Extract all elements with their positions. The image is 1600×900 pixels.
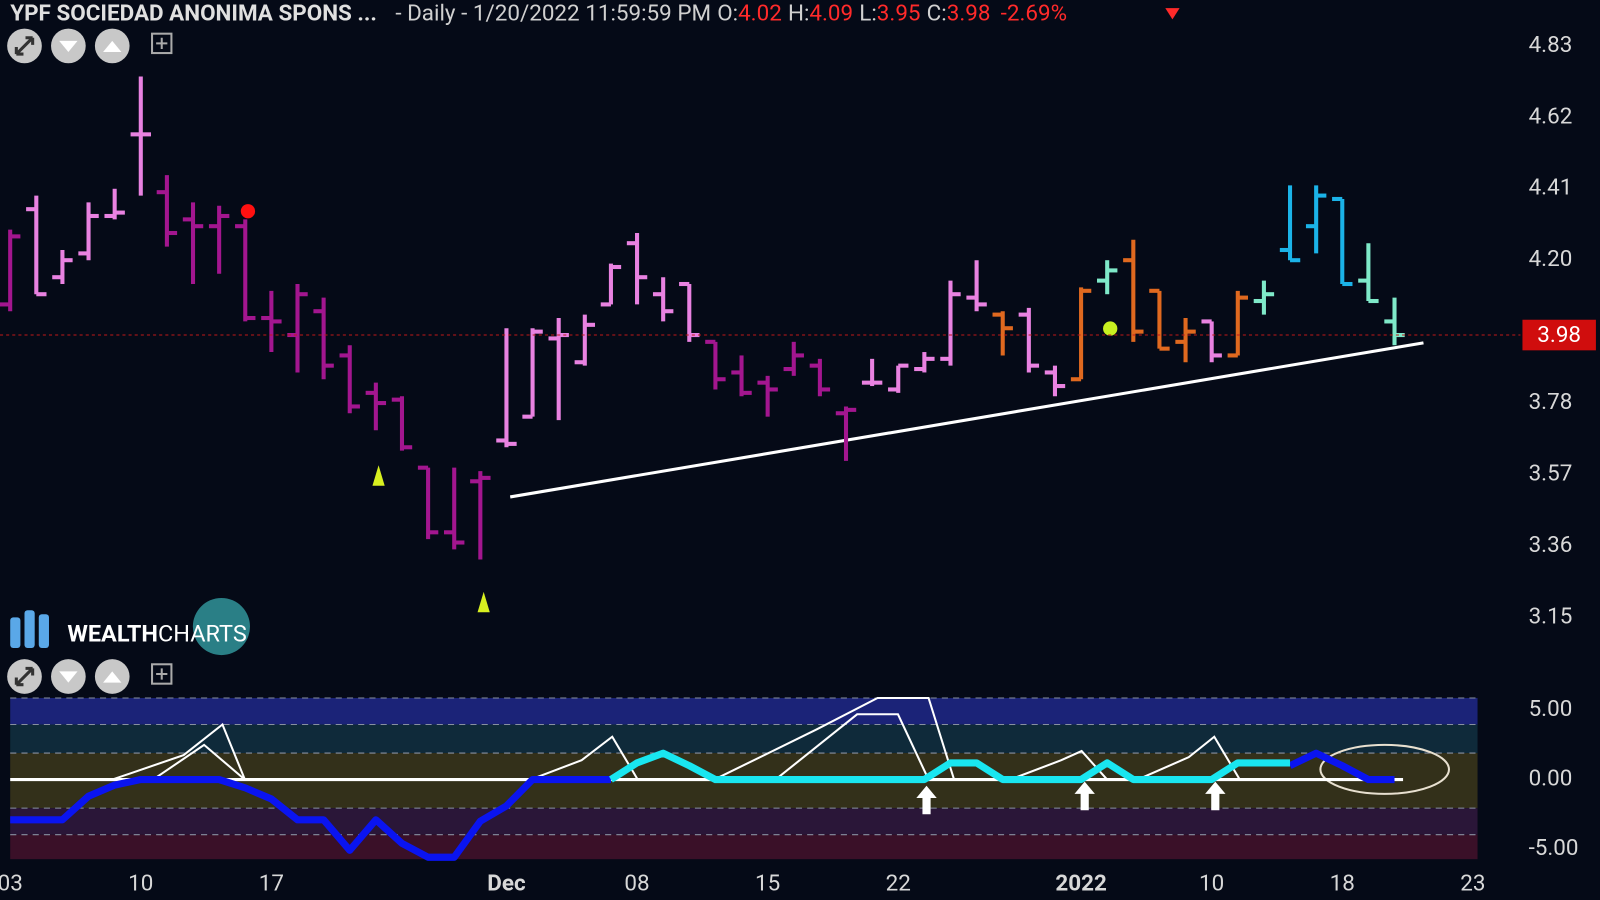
x-tick-label: 10	[128, 871, 153, 897]
header: YPF SOCIEDAD ANONIMA SPONS ... - Daily - …	[10, 0, 1180, 26]
o-value: 4.02	[738, 0, 782, 26]
band	[10, 724, 1478, 754]
c-label: C:	[927, 0, 947, 26]
cloud	[774, 713, 930, 781]
y-tick-label: 3.78	[1529, 389, 1573, 415]
title: YPF SOCIEDAD ANONIMA SPONS ... - Daily - …	[10, 0, 1067, 26]
x-tick-label: Dec	[487, 871, 526, 897]
x-tick-label: 17	[259, 871, 284, 897]
cloud	[152, 743, 246, 781]
up-arrow	[1074, 781, 1095, 811]
y2-tick-label: 0.00	[1529, 765, 1573, 791]
y2-tick-label: -5.00	[1529, 835, 1579, 861]
tool-icon	[59, 671, 78, 683]
tool-icon	[59, 40, 78, 53]
band	[10, 808, 1478, 835]
y-tick-label: 4.83	[1529, 32, 1573, 58]
signal-dot	[1103, 321, 1118, 336]
c-value: 3.98	[947, 0, 991, 26]
x-tick-label: 23	[1460, 871, 1485, 897]
y-tick-label: 4.41	[1529, 175, 1573, 201]
logo-bold: WEALTH	[67, 620, 158, 648]
cloud	[111, 722, 246, 781]
h-value: 4.09	[809, 0, 853, 26]
y-tick-label: 4.62	[1529, 103, 1573, 129]
x-tick-label: 18	[1330, 871, 1355, 897]
tool-icon	[14, 666, 35, 687]
cloud	[1009, 749, 1108, 781]
l-label: L:	[859, 0, 877, 26]
indicator-layer: 5.00 0.00 -5.00	[10, 696, 1579, 861]
y-tick-label: 4.20	[1529, 246, 1573, 272]
cloud	[530, 735, 639, 781]
trend-line	[509, 341, 1424, 499]
price-layer: 4.83 4.62 4.41 4.20 3.78 3.57 3.36 3.15 03 10 17 De…	[0, 32, 1596, 897]
y2-tick-label: 5.00	[1529, 696, 1573, 722]
signal-dot	[240, 204, 256, 219]
logo-icon	[10, 617, 21, 648]
signal-arrows	[916, 781, 1226, 815]
y-tick-label: 3.15	[1529, 603, 1573, 629]
info: - Daily - 1/20/2022 11:59:59 PM	[395, 0, 711, 26]
logo-text: WEALTHCHARTS	[67, 620, 247, 648]
logo: WEALTHCHARTS	[10, 597, 250, 656]
x-tick-label: 10	[1199, 871, 1224, 897]
tool-icon	[156, 668, 168, 680]
tool-icon	[103, 40, 122, 53]
logo-light: CHARTS	[158, 620, 247, 648]
indicator-line	[609, 749, 1291, 784]
last-price-label: 3.98	[1537, 322, 1581, 348]
signal-triangle	[477, 591, 490, 613]
up-arrow	[1205, 781, 1226, 811]
cloud-shapes	[111, 696, 1450, 795]
l-value: 3.95	[877, 0, 921, 26]
highlight-ellipse	[1319, 743, 1450, 795]
signal-triangle	[372, 465, 385, 486]
signals	[240, 204, 1118, 613]
band	[10, 697, 1478, 725]
last-price-box	[1522, 319, 1596, 351]
logo-badge	[192, 597, 250, 656]
logo-icon	[38, 614, 49, 648]
band	[10, 834, 1478, 860]
cloud	[713, 696, 956, 781]
tool-icon	[103, 671, 122, 683]
tool-button[interactable]	[151, 32, 173, 55]
tool-button[interactable]	[151, 663, 173, 685]
tool-icon	[14, 36, 35, 56]
y-tick-label: 3.57	[1529, 460, 1573, 486]
x-tick-label: 08	[624, 871, 649, 897]
h-label: H:	[788, 0, 809, 26]
x-tick-label: 15	[755, 871, 780, 897]
indicator-line	[10, 775, 611, 861]
up-arrow	[916, 785, 937, 815]
tool-icon	[156, 37, 168, 49]
logo-icon	[24, 610, 35, 648]
toolbar	[7, 28, 173, 694]
indicator-line	[1288, 749, 1395, 784]
o-label: O:	[717, 0, 738, 26]
change: -2.69%	[1001, 0, 1067, 26]
y-tick-label: 3.36	[1529, 532, 1573, 558]
cloud	[1137, 735, 1241, 781]
title-text: YPF SOCIEDAD ANONIMA SPONS ...	[10, 0, 377, 26]
down-indicator	[1165, 8, 1180, 20]
x-tick-label: 03	[0, 871, 23, 897]
x-tick-label: 2022	[1055, 871, 1107, 897]
x-tick-label: 22	[886, 871, 911, 897]
